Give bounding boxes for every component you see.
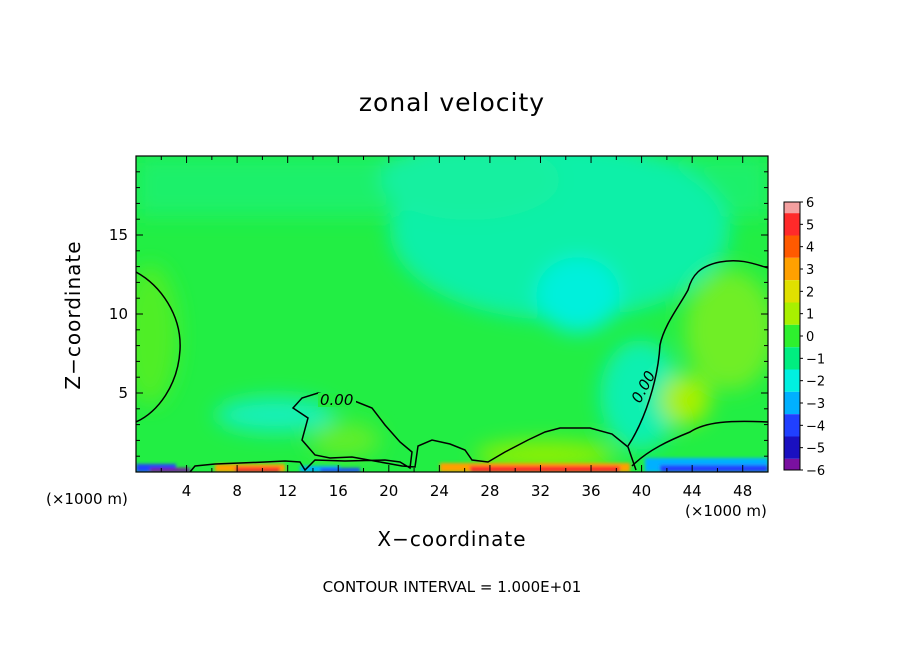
colorbar-label: 3: [806, 263, 814, 278]
colorbar-label: 0: [806, 330, 814, 345]
colorbar-label: −6: [806, 464, 825, 479]
colorbar-label: −2: [806, 375, 825, 390]
field-neg-lower-right: [600, 340, 680, 450]
colorbar-swatch: [784, 436, 800, 459]
contour-label-bg-1: [318, 393, 356, 407]
colorbar-swatch: [784, 257, 800, 281]
surface-neg-left-core: [150, 468, 190, 472]
x-tick-label: 4: [182, 482, 192, 500]
field-neg-lower-left: [215, 397, 335, 433]
colorbar-swatch: [784, 369, 800, 392]
surface-pos-1-core: [235, 467, 280, 472]
contour-interval-note: CONTOUR INTERVAL = 1.000E+01: [322, 578, 582, 596]
colorbar-swatch: [784, 414, 800, 437]
colorbar-swatch: [784, 324, 800, 348]
colorbar-label: −5: [806, 442, 825, 457]
y-axis-ticks: 5 10 15: [109, 171, 768, 457]
colorbar-label: −1: [806, 352, 825, 367]
colorbar-swatch: [784, 280, 800, 303]
x-tick-label: 44: [683, 482, 702, 500]
field-positive-bottom: [475, 441, 615, 469]
x-axis-ticks: 4 8 12 16 20 24 28 32 36 40 44 48: [160, 156, 752, 500]
colorbar-swatch: [784, 213, 800, 236]
x-tick-label: 20: [379, 482, 398, 500]
contour-label-1: 0.00: [320, 391, 353, 409]
y-axis-label: Z−coordinate: [61, 240, 85, 390]
field-positive-left: [136, 265, 178, 405]
velocity-field: [136, 156, 768, 472]
zero-contour-left: [136, 271, 181, 423]
x-tick-label: 28: [480, 482, 499, 500]
x-unit-label-left: (×1000 m): [46, 490, 128, 508]
colorbar-swatch: [784, 302, 800, 325]
x-tick-label: 40: [632, 482, 651, 500]
colorbar-swatch: [784, 391, 800, 415]
x-unit-label-right: (×1000 m): [685, 502, 767, 520]
colorbar-swatch: [784, 458, 800, 470]
y-tick-label: 5: [118, 384, 128, 402]
x-tick-label: 32: [531, 482, 550, 500]
colorbar-label: −4: [806, 419, 825, 434]
colorbar-label: 4: [806, 241, 814, 256]
x-tick-label: 16: [329, 482, 348, 500]
colorbar-label: 1: [806, 308, 814, 323]
zero-contour-middle: [189, 392, 637, 472]
colorbar-label: 2: [806, 285, 814, 300]
field-negative-region-top: [380, 156, 560, 220]
x-axis-label: X−coordinate: [377, 527, 527, 551]
colorbar-label: 5: [806, 218, 814, 233]
y-tick-label: 10: [109, 305, 128, 323]
colorbar-swatch: [784, 235, 800, 258]
surface-neg-mid-core: [320, 468, 360, 472]
colorbar-label: 6: [806, 196, 814, 211]
field-positive-mid: [310, 422, 380, 458]
zero-contour-right-lower: [631, 420, 768, 467]
colorbar-label: −3: [806, 397, 825, 412]
colorbar-swatch: [784, 347, 800, 370]
zero-contour-right: [627, 259, 768, 447]
colorbar: 6 5 4 3 2 1 0 −1 −2 −3 −4 −5 −6: [783, 196, 825, 479]
x-tick-label: 12: [278, 482, 297, 500]
field-positive-right-core: [660, 375, 710, 425]
x-tick-label: 36: [581, 482, 600, 500]
surface-pos-2-core: [470, 466, 620, 472]
zero-contours: [136, 259, 768, 472]
x-tick-label: 48: [733, 482, 752, 500]
colorbar-swatch: [784, 202, 800, 214]
x-tick-label: 8: [232, 482, 242, 500]
x-tick-label: 24: [430, 482, 449, 500]
field-core-negative: [536, 257, 620, 333]
field-positive-right: [685, 270, 768, 390]
chart-title: zonal velocity: [358, 88, 546, 117]
surface-neg-right-core: [660, 465, 768, 472]
y-tick-label: 15: [109, 226, 128, 244]
